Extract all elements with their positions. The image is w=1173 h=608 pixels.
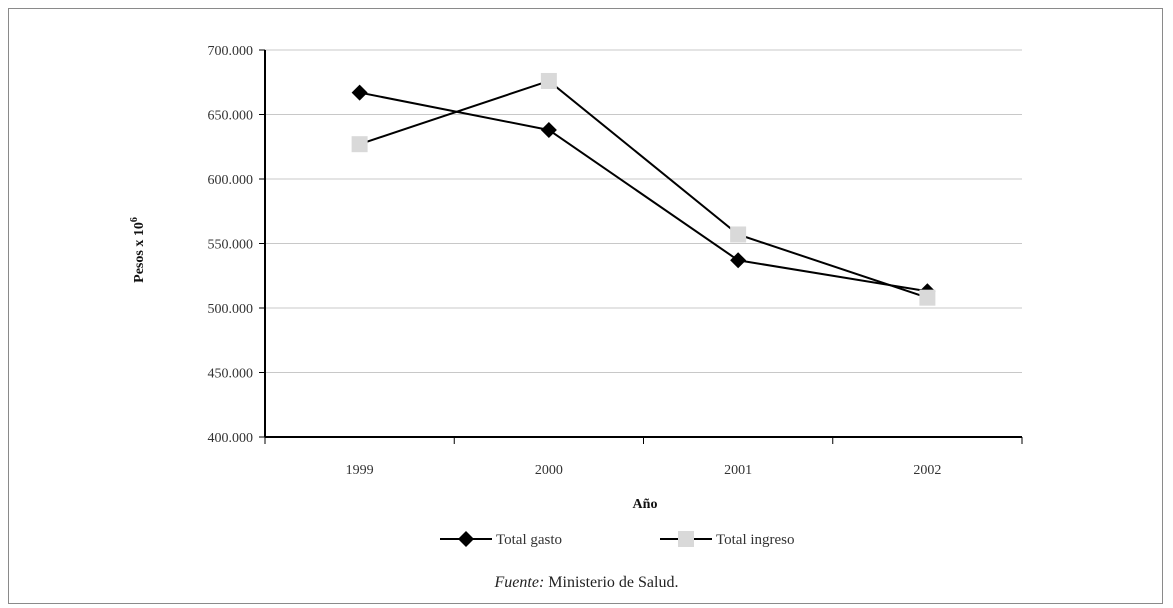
y-axis-title: Pesos x 106 bbox=[129, 217, 147, 283]
y-tick-label: 600.000 bbox=[208, 173, 254, 188]
series-group bbox=[351, 72, 936, 306]
source-note: Fuente: Ministerio de Salud. bbox=[0, 574, 1173, 592]
source-label: Fuente: bbox=[494, 574, 545, 591]
data-point-series-1 bbox=[730, 252, 747, 269]
legend: Total gasto Total ingreso bbox=[440, 531, 795, 548]
x-tick-label: 2002 bbox=[913, 463, 941, 478]
y-tick-label: 550.000 bbox=[208, 238, 254, 253]
chart-frame bbox=[8, 8, 1163, 604]
gridlines bbox=[265, 49, 1022, 373]
x-tick-label: 2000 bbox=[535, 463, 563, 478]
y-tick-label: 400.000 bbox=[208, 431, 254, 446]
source-text: Ministerio de Salud. bbox=[544, 574, 679, 591]
series-line-2 bbox=[359, 79, 928, 299]
y-tick-label: 700.000 bbox=[208, 44, 254, 59]
y-tick-labels: 400.000 450.000 500.000 550.000 600.000 650.0… bbox=[208, 44, 254, 446]
x-tick-label: 1999 bbox=[346, 463, 374, 478]
y-axis-title-main: Pesos x 10 bbox=[132, 222, 147, 283]
data-point-series-2 bbox=[730, 226, 747, 243]
series-line-1 bbox=[359, 91, 928, 293]
legend-label: Total ingreso bbox=[716, 532, 795, 548]
data-point-series-2 bbox=[919, 289, 936, 306]
data-point-series-1 bbox=[540, 121, 557, 138]
legend-marker bbox=[458, 531, 474, 547]
data-point-series-2 bbox=[540, 72, 557, 89]
y-axis-title-exponent: 6 bbox=[129, 217, 140, 222]
legend-marker bbox=[678, 531, 694, 547]
data-point-series-2 bbox=[351, 136, 368, 153]
y-tick-label: 500.000 bbox=[208, 302, 254, 317]
x-tick-labels: 1999 2000 2001 2002 bbox=[346, 463, 942, 478]
x-tick-label: 2001 bbox=[724, 463, 752, 478]
axes bbox=[259, 49, 1023, 444]
y-tick-label: 450.000 bbox=[208, 367, 254, 382]
data-point-series-1 bbox=[351, 84, 368, 101]
x-axis-title: Año bbox=[633, 497, 658, 512]
legend-label: Total gasto bbox=[496, 532, 562, 548]
y-tick-label: 650.000 bbox=[208, 109, 254, 124]
